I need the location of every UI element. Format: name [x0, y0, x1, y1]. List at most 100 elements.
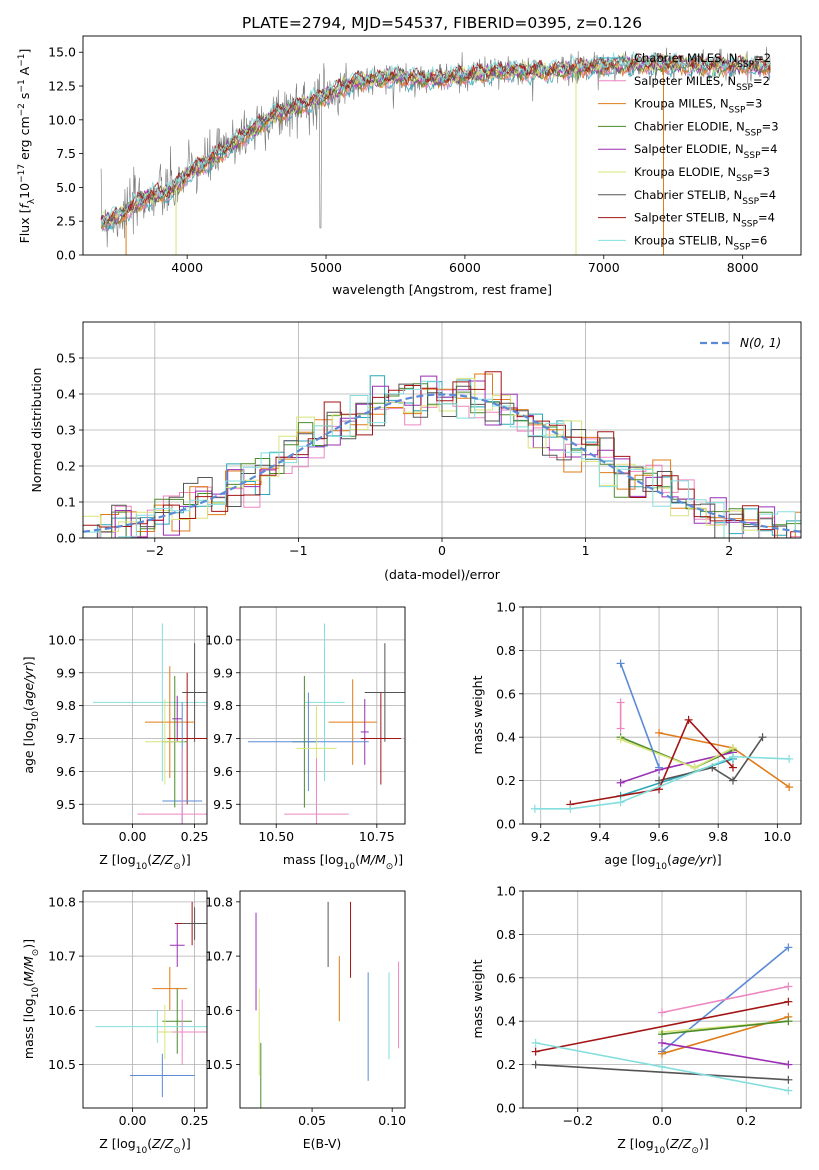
- y-tick-label: 0.4: [56, 387, 76, 402]
- plot-area: [255, 901, 400, 1108]
- y-tick-label: 1.0: [496, 600, 516, 615]
- y-tick-label: 0.0: [496, 1101, 516, 1116]
- x-tick-label: 0.25: [181, 829, 209, 844]
- y-tick-label: 0.4: [496, 1014, 516, 1029]
- legend-label: Chabrier STELIB, NSSP=4: [634, 188, 776, 207]
- y-tick-label: 12.5: [48, 79, 76, 94]
- legend-label: Chabrier MILES, NSSP=2: [634, 51, 771, 70]
- x-tick-label: 7000: [588, 260, 620, 275]
- y-axis-label: age [log10(age/yr)]: [21, 656, 41, 773]
- weight-line-chabrier-stelib: [535, 1063, 789, 1081]
- y-tick-label: 1.0: [496, 884, 516, 899]
- legend: N(0, 1): [700, 336, 781, 350]
- chart-spectrum: 4000 5000 6000 7000 8000 0.0 2.5 5.0 7.5 10.0 12.5…: [17, 35, 802, 297]
- y-tick-label: 9.8: [213, 698, 233, 713]
- histogram-kroupa-stelib: [83, 380, 801, 538]
- x-tick-label: 0: [438, 543, 446, 558]
- x-tick-label: 9.2: [531, 829, 551, 844]
- histogram-kroupa-elodie: [83, 377, 801, 538]
- chart-weight-vs-Z: −0.2 0.0 0.2 0.0 0.2 0.4 0.6 0.8 1.0 mass weight Z…: [470, 884, 802, 1156]
- y-tick-label: 0.2: [496, 773, 516, 788]
- y-axis-label: mass weight: [470, 675, 485, 754]
- x-tick-label: −1: [289, 543, 307, 558]
- plot-area: [531, 943, 793, 1095]
- x-axis-label: Z [log10(Z/Z⊙)]: [99, 852, 190, 872]
- x-tick-label: 9.6: [649, 829, 669, 844]
- plots: 4000 5000 6000 7000 80000.02.55.07.510.012.5…: [17, 35, 802, 1156]
- chart-weight-vs-age: 9.2 9.4 9.6 9.8 10.0 0.0 0.2 0.4 0.6 0.8 1.0 mass w…: [470, 600, 802, 872]
- x-tick-label: 5000: [310, 260, 342, 275]
- y-tick-label: 10.0: [48, 112, 76, 127]
- y-tick-label: 5.0: [56, 180, 76, 195]
- normal-curve: [83, 393, 801, 533]
- series-model-kroupa-stelib: [101, 51, 771, 226]
- legend: Chabrier MILES, NSSP=2 Salpeter MILES, NS…: [598, 51, 779, 252]
- y-axis-label: Normed distribution: [29, 368, 44, 493]
- x-tick-label: 9.4: [590, 829, 610, 844]
- y-tick-label: 0.4: [496, 730, 516, 745]
- y-tick-label: 0.6: [496, 970, 516, 985]
- x-tick-label: 10.75: [359, 829, 395, 844]
- y-tick-label: 10.7: [48, 949, 76, 964]
- y-tick-label: 9.5: [213, 797, 233, 812]
- axes-frame: [239, 890, 406, 1109]
- y-tick-label: 2.5: [56, 214, 76, 229]
- y-tick-label: 10.0: [205, 632, 233, 647]
- x-tick-label: 4000: [171, 260, 203, 275]
- legend-label: Salpeter ELODIE, NSSP=4: [634, 142, 777, 161]
- chart-mass-vs-EBV: 0.05 0.10 10.5 10.6 10.7 10.8 E(B-V): [205, 890, 406, 1151]
- series-model-chabrier-stelib: [100, 54, 771, 225]
- x-axis-label: Z [log10(Z/Z⊙)]: [99, 1136, 190, 1156]
- x-tick-label: 0.2: [736, 1113, 756, 1128]
- figure-title: PLATE=2794, MJD=54537, FIBERID=0395, z=0…: [242, 14, 642, 32]
- chart-mass-vs-Z: 0.00 0.25 10.5 10.6 10.7 10.8 mass [log10(M/M⊙…: [21, 890, 209, 1156]
- histogram-salpeter-stelib: [83, 371, 801, 538]
- y-tick-label: 10.5: [205, 1057, 233, 1072]
- plot-area: [100, 46, 771, 255]
- x-tick-label: 0.00: [119, 1113, 147, 1128]
- y-tick-label: 9.5: [56, 797, 76, 812]
- weight-line-chabrier-elodie: [661, 1020, 789, 1035]
- x-tick-label: −0.2: [563, 1113, 593, 1128]
- x-tick-label: 0.00: [119, 829, 147, 844]
- y-tick-label: 0.3: [56, 423, 76, 438]
- x-tick-label: 0.25: [181, 1113, 209, 1128]
- y-tick-label: 10.7: [205, 949, 233, 964]
- axes-frame: [82, 35, 802, 256]
- plot-area: [248, 623, 405, 824]
- chart-residuals: −2 −1 0 1 2 0.0 0.1 0.2 0.3 0.4 0.5 Normed distribu…: [29, 321, 802, 582]
- y-tick-label: 0.8: [496, 643, 516, 658]
- x-tick-label: 1: [582, 543, 590, 558]
- y-tick-label: 0.5: [56, 351, 76, 366]
- weight-line-chabrier-stelib: [658, 736, 764, 782]
- y-axis-label: mass weight: [470, 959, 485, 1038]
- y-tick-label: 9.8: [56, 698, 76, 713]
- y-tick-label: 10.0: [48, 632, 76, 647]
- series-model-kroupa-elodie: [100, 53, 771, 226]
- y-axis-label: Flux [fλ10−17 erg cm−2 s−1 A−1]: [17, 49, 37, 244]
- y-tick-label: 10.6: [205, 1003, 233, 1018]
- legend-label: Kroupa MILES, NSSP=3: [634, 97, 762, 116]
- x-axis-label: (data-model)/error: [384, 567, 501, 582]
- y-tick-label: 7.5: [56, 146, 76, 161]
- x-axis-label: Z [log10(Z/Z⊙)]: [617, 1136, 708, 1156]
- y-tick-label: 9.9: [213, 665, 233, 680]
- legend-label: Salpeter MILES, NSSP=2: [634, 74, 770, 93]
- legend-label: Salpeter STELIB, NSSP=4: [634, 211, 775, 230]
- legend-label: Kroupa STELIB, NSSP=6: [634, 233, 767, 252]
- x-tick-label: 9.8: [708, 829, 728, 844]
- x-tick-label: 2: [725, 543, 733, 558]
- y-tick-label: 0.8: [496, 927, 516, 942]
- y-tick-label: 9.9: [56, 665, 76, 680]
- y-tick-label: 0.0: [496, 817, 516, 832]
- x-tick-label: 10.50: [258, 829, 294, 844]
- y-tick-label: 10.6: [48, 1003, 76, 1018]
- y-tick-label: 9.7: [213, 731, 233, 746]
- x-axis-label: age [log10(age/yr)]: [604, 852, 721, 872]
- histogram-salpeter-miles: [83, 389, 801, 538]
- x-axis-label: mass [log10(M/M⊙)]: [283, 852, 403, 872]
- legend-label: N(0, 1): [740, 336, 781, 350]
- x-tick-label: 0.05: [298, 1113, 326, 1128]
- x-tick-label: 0.0: [652, 1113, 672, 1128]
